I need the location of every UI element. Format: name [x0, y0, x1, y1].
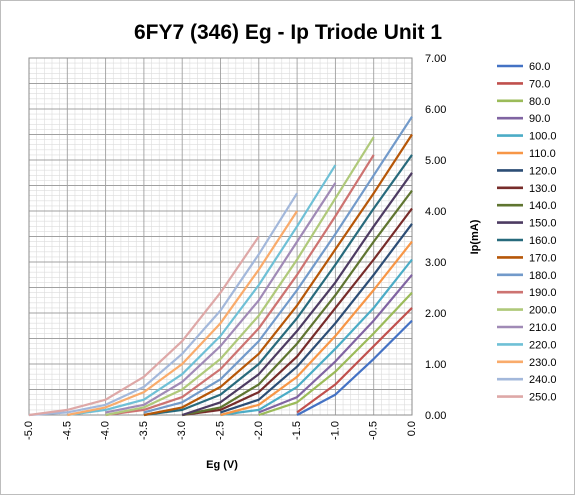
legend-label: 100.0 [529, 131, 557, 143]
y-axis-tick-labels: 0.00 1.00 2.00 3.00 4.00 5.00 6.00 7.00 [425, 53, 446, 422]
y-tick-label: 1.00 [425, 359, 446, 371]
x-tick-label: -4.5 [61, 421, 73, 440]
plot-area [28, 57, 413, 417]
x-tick-label: -3.5 [138, 421, 150, 440]
y-tick-label: 7.00 [425, 53, 446, 65]
x-tick-label: -2.5 [215, 421, 227, 440]
x-tick-label: -4.0 [100, 421, 112, 440]
series-line-100-0 [220, 258, 413, 417]
y-tick-label: 0.00 [425, 410, 446, 422]
x-tick-label: 0.0 [406, 421, 418, 436]
chart-legend: 60.0 70.0 80.0 90.0 100.0 110.0 120.0 130.0 140.… [497, 61, 557, 404]
series-line-140-0 [181, 189, 413, 417]
series-line-190-0 [105, 154, 375, 417]
y-axis-label: Ip(mA) [469, 219, 481, 254]
legend-label: 60.0 [529, 61, 550, 73]
series-line-60-0 [296, 319, 413, 416]
series-line-220-0 [67, 164, 337, 417]
legend-label: 150.0 [529, 218, 557, 230]
legend-label: 110.0 [529, 148, 556, 160]
legend-label: 120.0 [529, 165, 557, 177]
chart-title: 6FY7 (346) Eg - Ip Triode Unit 1 [134, 21, 442, 44]
legend-label: 250.0 [529, 392, 557, 404]
series-line-110-0 [220, 240, 413, 417]
series-line-170-0 [143, 133, 413, 417]
legend-label: 220.0 [529, 339, 557, 351]
series-line-120-0 [220, 223, 413, 414]
legend-label: 230.0 [529, 357, 557, 369]
series-line-150-0 [181, 172, 413, 417]
legend-label: 160.0 [529, 235, 557, 247]
y-tick-label: 6.00 [425, 104, 446, 116]
legend-label: 70.0 [529, 78, 550, 90]
series-line-230-0 [67, 210, 299, 417]
legend-label: 190.0 [529, 287, 557, 299]
series-line-250-0 [28, 235, 260, 417]
x-axis-tick-labels: -5.0 -4.5 -4.0 -3.5 -3.0 -2.5 -2.0 -1.5 -1.0 -0.5… [23, 421, 418, 440]
x-tick-label: -5.0 [23, 421, 35, 440]
series-line-210-0 [105, 182, 337, 414]
y-tick-label: 3.00 [425, 257, 446, 269]
series-line-200-0 [105, 136, 375, 417]
legend-label: 170.0 [529, 252, 557, 264]
series-line-80-0 [258, 291, 413, 417]
x-tick-label: -0.5 [368, 421, 380, 440]
legend-label: 130.0 [529, 183, 557, 195]
legend-label: 180.0 [529, 270, 557, 282]
legend-label: 90.0 [529, 113, 550, 125]
x-axis-label: Eg (V) [206, 459, 238, 471]
x-tick-label: -2.0 [253, 421, 265, 440]
legend-label: 140.0 [529, 200, 557, 212]
x-tick-label: -3.0 [176, 421, 188, 440]
series-line-240-0 [28, 192, 299, 417]
y-tick-label: 5.00 [425, 155, 446, 167]
y-tick-label: 2.00 [425, 308, 446, 320]
legend-label: 200.0 [529, 305, 557, 317]
legend-label: 80.0 [529, 96, 550, 108]
legend-label: 210.0 [529, 322, 557, 334]
series-line-180-0 [143, 116, 413, 414]
legend-label: 240.0 [529, 374, 557, 386]
series-line-160-0 [143, 154, 413, 417]
y-tick-label: 4.00 [425, 206, 446, 218]
series-line-130-0 [182, 207, 413, 417]
series-line-90-0 [258, 274, 413, 414]
series-line-70-0 [296, 307, 413, 414]
x-tick-label: -1.0 [329, 421, 341, 440]
x-tick-label: -1.5 [291, 421, 303, 440]
